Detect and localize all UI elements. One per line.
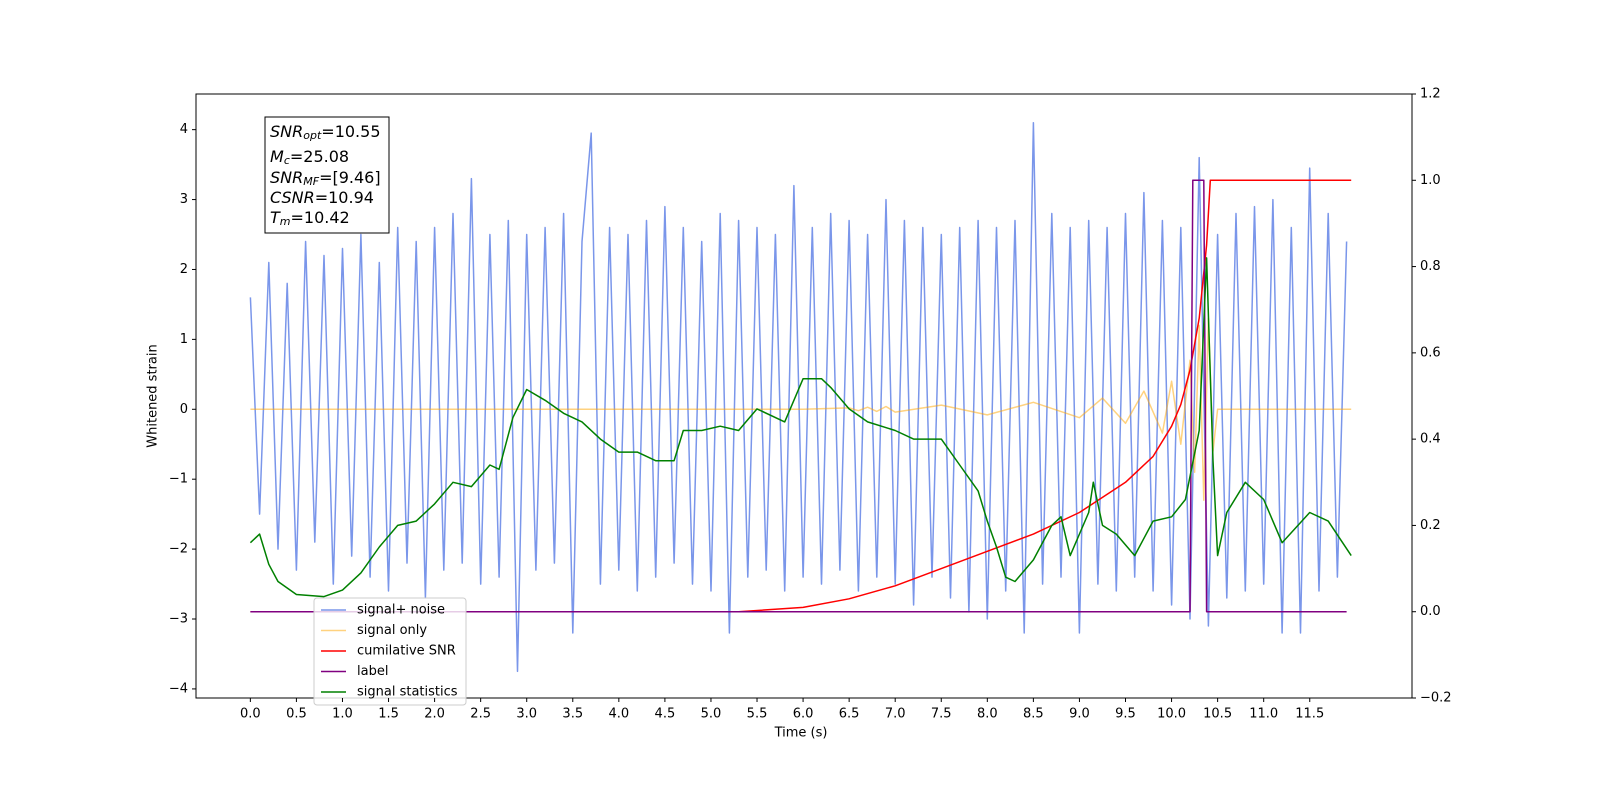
y2-tick-label: 0.0: [1420, 604, 1441, 619]
series-line: [250, 317, 1352, 501]
y-axis-label: Whitened strain: [146, 344, 161, 447]
annotation-subscript: m: [280, 215, 291, 228]
x-tick-label: 8.0: [977, 707, 998, 722]
legend-label: label: [357, 664, 388, 679]
series-line: [249, 257, 1352, 598]
annotation: SNRopt=10.55Mc=25.08SNRMF=[9.46]CSNR=10.…: [270, 122, 381, 229]
x-tick-label: 7.5: [931, 707, 952, 722]
x-tick-label: 9.0: [1069, 707, 1090, 722]
y2-tick-label: 0.4: [1420, 432, 1441, 447]
annotation-value: =[9.46]: [319, 168, 381, 187]
x-tick-label: 4.5: [655, 707, 676, 722]
x-tick-label: 4.0: [608, 707, 629, 722]
series-line: [250, 179, 1347, 613]
annotation-line: Tm=10.42: [270, 208, 350, 229]
x-tick-label: 11.5: [1295, 707, 1324, 722]
x-tick-label: 2.0: [424, 707, 445, 722]
x-tick-label: 11.0: [1249, 707, 1278, 722]
y2-tick-label: 0.2: [1420, 518, 1441, 533]
annotation-line: SNRMF=[9.46]: [270, 168, 381, 189]
annotation-symbol: M: [270, 147, 284, 166]
annotation-subscript: opt: [303, 129, 322, 142]
y-tick-label: 1: [180, 332, 188, 347]
x-tick-label: 10.0: [1157, 707, 1186, 722]
annotation-subscript: MF: [303, 175, 319, 188]
y-tick-label: −2: [169, 542, 188, 557]
x-tick-label: 1.5: [378, 707, 399, 722]
y-tick-label: 0: [180, 402, 188, 417]
annotation-value: =10.42: [291, 208, 350, 227]
y-tick-label: 4: [180, 122, 188, 137]
annotation-symbol: SNR: [270, 168, 303, 187]
annotation-symbol: SNR: [270, 122, 303, 141]
y2-tick-label: 1.0: [1420, 173, 1441, 188]
x-tick-label: 6.5: [839, 707, 860, 722]
y-tick-label: 3: [180, 192, 188, 207]
series-line: [250, 179, 1352, 613]
annotation-line: CSNR=10.94: [270, 188, 374, 207]
y-tick-label: 2: [180, 262, 188, 277]
legend-label: signal statistics: [357, 685, 458, 700]
legend-label: cumilative SNR: [357, 644, 456, 659]
annotation-line: SNRopt=10.55: [270, 122, 381, 143]
y2-tick-label: 0.8: [1420, 259, 1441, 274]
annotation-value: =25.08: [290, 147, 349, 166]
series-line: [249, 121, 1348, 673]
y-tick-label: −3: [169, 612, 188, 627]
x-tick-label: 3.5: [562, 707, 583, 722]
annotation-value: =10.55: [321, 122, 380, 141]
x-tick-label: 7.0: [885, 707, 906, 722]
y-tick-label: −4: [169, 681, 188, 696]
x-tick-label: 9.5: [1115, 707, 1136, 722]
annotation-line: Mc=25.08: [270, 147, 349, 168]
x-axis-label: Time (s): [774, 726, 828, 741]
x-tick-label: 0.5: [286, 707, 307, 722]
plot-area: [249, 121, 1352, 673]
x-tick-label: 5.0: [701, 707, 722, 722]
x-tick-label: 3.0: [516, 707, 537, 722]
y2-tick-label: −0.2: [1420, 691, 1452, 706]
y-tick-label: −1: [169, 472, 188, 487]
y2-tick-label: 1.2: [1420, 87, 1441, 102]
x-tick-label: 8.5: [1023, 707, 1044, 722]
x-tick-label: 6.0: [793, 707, 814, 722]
legend-label: signal only: [357, 623, 427, 638]
x-tick-label: 2.5: [470, 707, 491, 722]
annotation-symbol: T: [270, 208, 281, 227]
x-tick-label: 10.5: [1203, 707, 1232, 722]
y2-tick-label: 0.6: [1420, 345, 1441, 360]
annotation-subscript: c: [284, 154, 290, 167]
legend: [313, 597, 467, 706]
legend-label: signal+ noise: [357, 603, 445, 618]
annotation-box: [264, 116, 390, 234]
x-tick-label: 0.0: [240, 707, 261, 722]
axes-frame: [195, 93, 1413, 699]
annotation-value: =10.94: [315, 188, 374, 207]
annotation-symbol: CSNR: [270, 188, 315, 207]
legend-entries: signal+ noise signal only cumilative SNR la…: [321, 603, 458, 700]
x-tick-label: 1.0: [332, 707, 353, 722]
x-tick-label: 5.5: [747, 707, 768, 722]
